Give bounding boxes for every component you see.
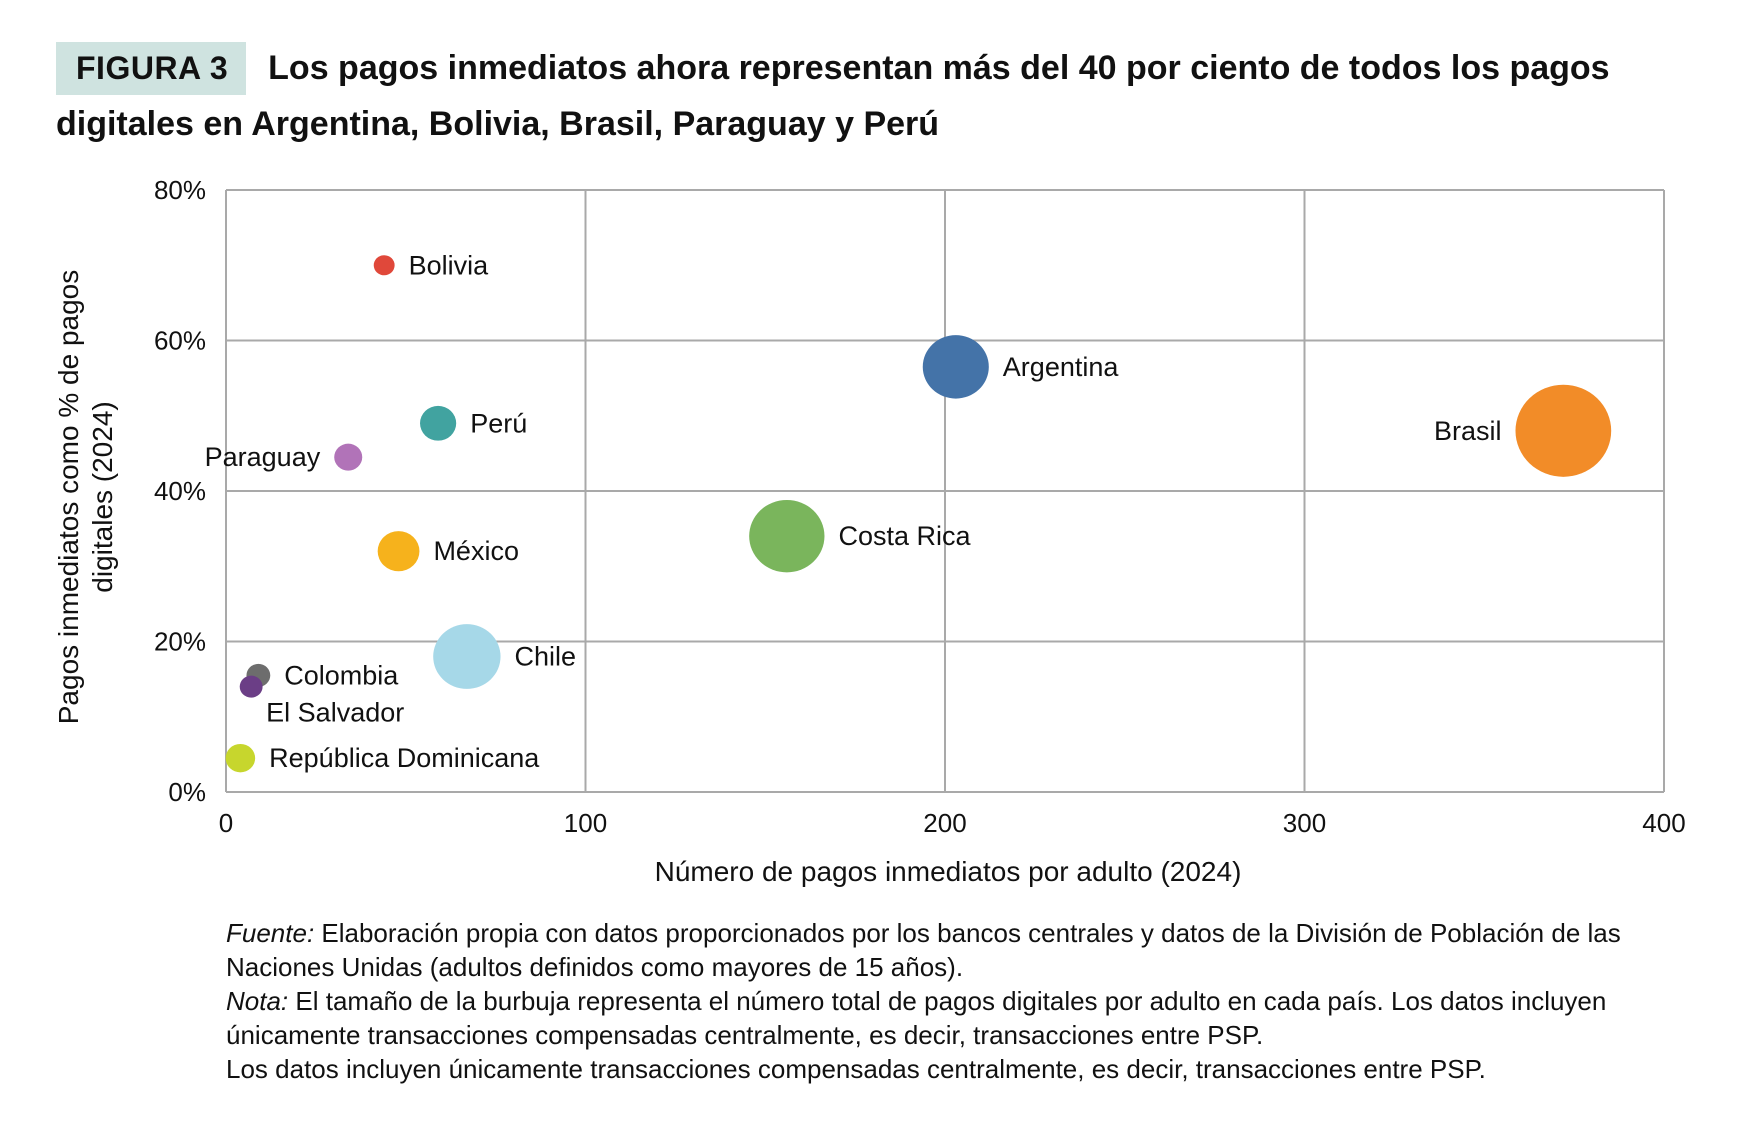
bubble-paraguay [334, 443, 363, 471]
chart-notes: Fuente: Elaboración propia con datos pro… [226, 916, 1686, 1086]
bubble-label-brasil: Brasil [1434, 416, 1502, 446]
y-axis-title: Pagos inmediatos como % de pagos digital… [53, 270, 118, 725]
source-text: Elaboración propia con datos proporciona… [226, 918, 1621, 982]
bubble-label-costa-rica: Costa Rica [838, 521, 971, 551]
bubble-label-el-salvador: El Salvador [266, 698, 404, 728]
bubble-chile [433, 624, 501, 689]
figure-label: FIGURA 3 [56, 42, 247, 95]
bubble-note: Nota: El tamaño de la burbuja representa… [226, 984, 1686, 1052]
y-tick-label: 20% [154, 627, 206, 657]
bubble-el-salvador [239, 675, 263, 698]
bubble-label-argentina: Argentina [1003, 352, 1120, 382]
source-label: Fuente: [226, 918, 315, 948]
bubble-labels: Bolivia Argentina Brasil Perú Paraguay México… [205, 250, 1502, 773]
bubble-label-peru: Perú [470, 408, 527, 438]
bubble-label-republica-dominicana: República Dominicana [269, 743, 540, 773]
axis-ticks: 0 100 200 300 400 0% 20% 40% 60% 80% [154, 175, 1686, 838]
y-axis-title-line-1: Pagos inmediatos como % de pagos [53, 270, 84, 725]
x-tick-label: 100 [564, 808, 607, 838]
grid [225, 189, 1665, 793]
bubble-argentina [922, 335, 989, 399]
figure-title: Los pagos inmediatos ahora representan m… [56, 49, 1610, 143]
bubbles [225, 255, 1612, 773]
y-tick-label: 0% [168, 777, 206, 807]
note-text: El tamaño de la burbuja representa el nú… [226, 986, 1607, 1050]
bubble-peru [420, 405, 457, 441]
x-tick-label: 200 [923, 808, 966, 838]
x-tick-label: 0 [219, 808, 233, 838]
y-axis-title-line-2: digitales (2024) [87, 401, 118, 592]
y-tick-label: 40% [154, 476, 206, 506]
y-tick-label: 60% [154, 326, 206, 356]
x-axis-title: Número de pagos inmediatos por adulto (2… [655, 856, 1242, 887]
figure-header: FIGURA 3 Los pagos inmediatos ahora repre… [56, 40, 1676, 152]
source-note: Fuente: Elaboración propia con datos pro… [226, 916, 1686, 984]
bubble-label-bolivia: Bolivia [409, 250, 490, 280]
bubble-costa-rica [749, 499, 825, 573]
bubble-republica-dominicana [225, 743, 256, 773]
bubble-bolivia [373, 255, 395, 276]
y-tick-label: 80% [154, 175, 206, 205]
x-tick-label: 400 [1642, 808, 1685, 838]
x-tick-label: 300 [1283, 808, 1326, 838]
bubble-label-colombia: Colombia [284, 660, 399, 690]
bubble-label-mexico: México [433, 536, 519, 566]
note-repeat: Los datos incluyen únicamente transaccio… [226, 1054, 1486, 1084]
bubble-label-chile: Chile [515, 642, 577, 672]
bubble-label-paraguay: Paraguay [205, 442, 321, 472]
bubble-mexico [377, 531, 420, 572]
note-label: Nota: [226, 986, 289, 1016]
bubble-brasil [1515, 384, 1612, 477]
